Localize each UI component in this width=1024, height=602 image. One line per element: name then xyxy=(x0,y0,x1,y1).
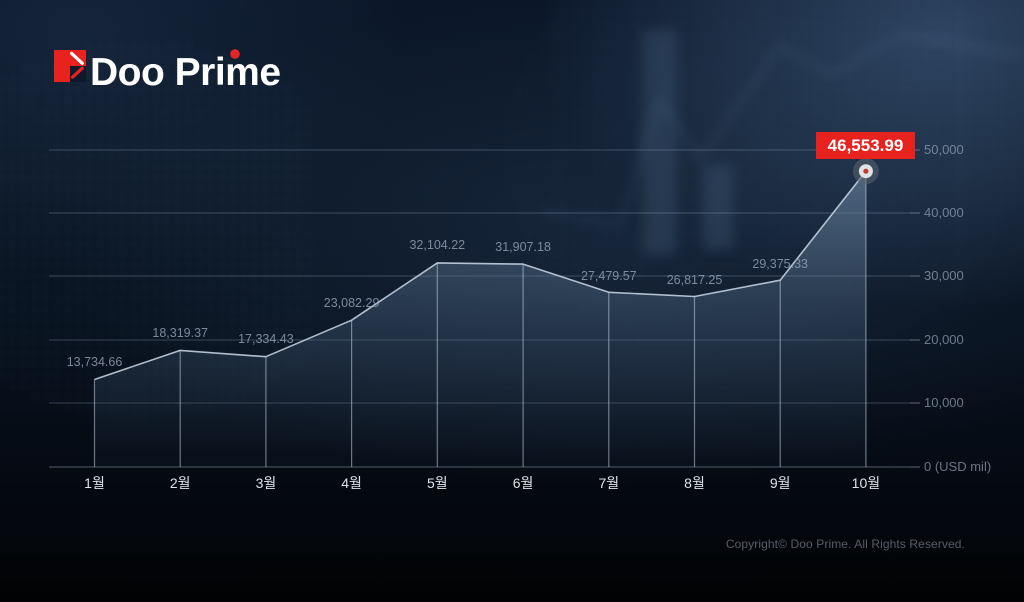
svg-text:1월: 1월 xyxy=(84,475,105,491)
svg-text:10,000: 10,000 xyxy=(924,395,964,410)
svg-text:26,817.25: 26,817.25 xyxy=(667,273,723,287)
svg-text:32,104.22: 32,104.22 xyxy=(409,238,465,252)
svg-text:20,000: 20,000 xyxy=(924,332,964,347)
svg-text:0 (USD mil): 0 (USD mil) xyxy=(924,459,991,474)
svg-text:17,334.43: 17,334.43 xyxy=(238,332,294,346)
svg-text:8월: 8월 xyxy=(684,475,705,491)
svg-text:6월: 6월 xyxy=(513,475,534,491)
svg-text:40,000: 40,000 xyxy=(924,205,964,220)
svg-text:2월: 2월 xyxy=(170,475,191,491)
svg-text:31,907.18: 31,907.18 xyxy=(495,240,551,254)
svg-text:46,553.99: 46,553.99 xyxy=(828,136,904,155)
svg-text:23,082.29: 23,082.29 xyxy=(324,296,380,310)
svg-text:50,000: 50,000 xyxy=(924,142,964,157)
svg-text:13,734.66: 13,734.66 xyxy=(67,355,123,369)
svg-text:18,319.37: 18,319.37 xyxy=(152,326,208,340)
svg-text:10월: 10월 xyxy=(852,475,880,491)
svg-text:4월: 4월 xyxy=(341,475,362,491)
svg-text:29,375.33: 29,375.33 xyxy=(752,257,808,271)
svg-text:9월: 9월 xyxy=(770,475,791,491)
svg-text:7월: 7월 xyxy=(598,475,619,491)
svg-text:27,479.57: 27,479.57 xyxy=(581,269,637,283)
svg-text:5월: 5월 xyxy=(427,475,448,491)
svg-text:3월: 3월 xyxy=(256,475,277,491)
svg-text:30,000: 30,000 xyxy=(924,268,964,283)
